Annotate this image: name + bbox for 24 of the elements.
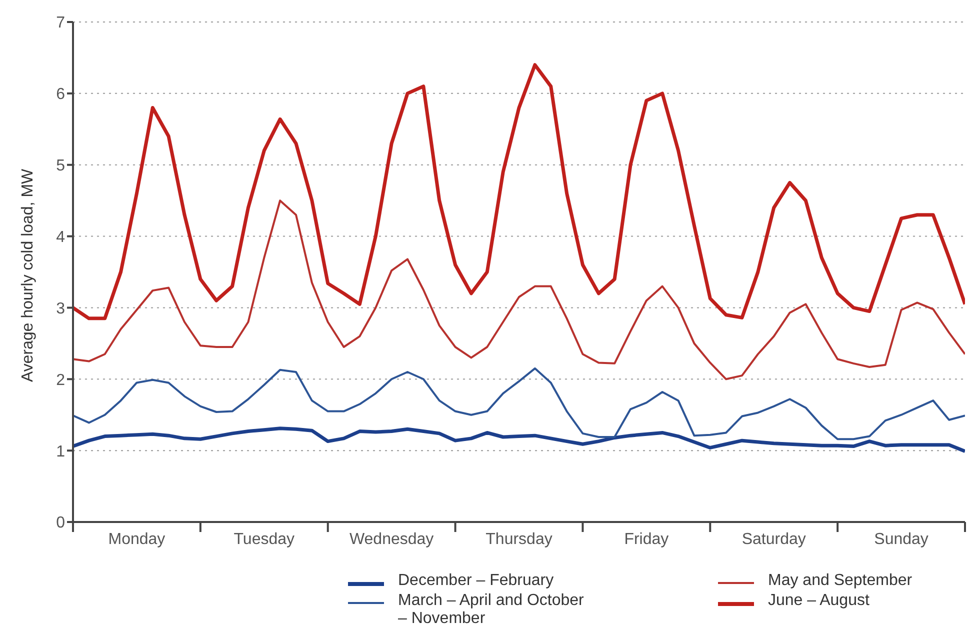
legend-label: June – August bbox=[768, 592, 870, 610]
x-tick-label: Friday bbox=[624, 531, 669, 548]
y-tick-label: 7 bbox=[56, 14, 66, 32]
legend-label: December – February bbox=[398, 572, 554, 590]
line-series bbox=[73, 367, 965, 440]
x-tick-label: Wednesday bbox=[349, 531, 434, 548]
line-series bbox=[73, 426, 965, 454]
y-tick-label: 1 bbox=[56, 443, 66, 460]
y-axis-title: Average hourly cold load, MW bbox=[20, 168, 37, 382]
x-tick-label: Thursday bbox=[486, 531, 552, 548]
line-series bbox=[73, 200, 965, 380]
legend-label: May and September bbox=[768, 572, 912, 590]
x-tick-label: Monday bbox=[108, 531, 166, 548]
y-tick-label: 2 bbox=[56, 372, 66, 389]
y-tick-label: 6 bbox=[56, 86, 66, 104]
y-tick-label: 3 bbox=[56, 300, 66, 318]
x-tick-label: Sunday bbox=[874, 531, 928, 548]
line-series bbox=[73, 63, 965, 320]
legend-label: March – April and October – November bbox=[398, 592, 585, 628]
x-tick-label: Tuesday bbox=[234, 531, 295, 548]
y-tick-label: 5 bbox=[56, 158, 66, 175]
y-tick-label: 0 bbox=[56, 514, 66, 532]
y-tick-label: 4 bbox=[56, 228, 66, 246]
x-tick-label: Saturday bbox=[742, 531, 806, 548]
